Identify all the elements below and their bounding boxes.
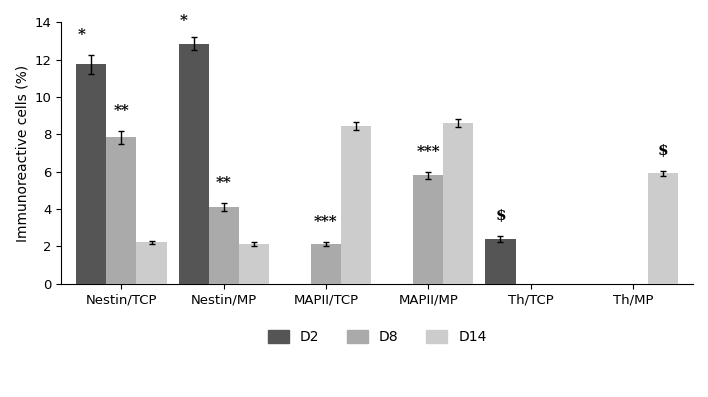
Bar <box>106 137 137 283</box>
Bar <box>648 173 678 283</box>
Text: $: $ <box>495 209 506 223</box>
Bar <box>311 244 341 283</box>
Bar <box>137 243 166 283</box>
Bar <box>341 126 371 283</box>
Bar <box>443 123 474 283</box>
Bar <box>178 44 209 283</box>
Y-axis label: Immunoreactive cells (%): Immunoreactive cells (%) <box>15 64 29 241</box>
Bar <box>239 244 269 283</box>
Bar <box>209 207 239 283</box>
Text: $: $ <box>658 144 668 158</box>
Bar <box>486 239 515 283</box>
Text: **: ** <box>113 104 130 118</box>
Legend: D2, D8, D14: D2, D8, D14 <box>262 324 492 350</box>
Text: ***: *** <box>416 145 440 158</box>
Text: **: ** <box>216 176 232 190</box>
Text: *: * <box>180 14 188 28</box>
Bar <box>413 175 443 283</box>
Bar <box>76 64 106 283</box>
Text: ***: *** <box>314 216 338 229</box>
Text: *: * <box>78 28 86 42</box>
